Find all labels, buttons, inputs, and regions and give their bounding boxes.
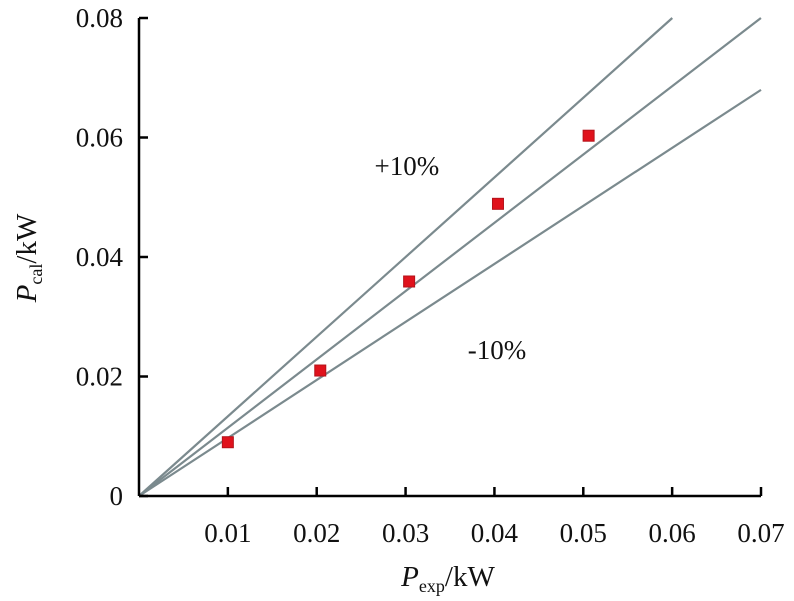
y-tick-label: 0	[110, 481, 124, 511]
y-tick-label: 0.06	[76, 123, 123, 153]
x-tick-label: 0.07	[737, 518, 784, 548]
y-tick-label: 0.08	[76, 3, 123, 33]
x-tick-label: 0.05	[560, 518, 607, 548]
x-tick-label: 0.03	[382, 518, 429, 548]
data-point	[221, 436, 234, 449]
annotations: +10% -10%	[374, 151, 526, 365]
reference-line-2	[138, 17, 762, 497]
data-point	[582, 129, 595, 142]
x-axis-title: Pexp/kW	[400, 561, 495, 596]
reference-lines	[138, 17, 762, 497]
x-axis-title-main: P	[400, 561, 419, 593]
y-ticks: 0 0.02 0.04 0.06 0.08	[76, 3, 148, 511]
x-tick-label: 0.04	[471, 518, 519, 548]
data-point	[491, 197, 504, 210]
y-tick-label: 0.04	[76, 242, 124, 272]
data-points	[221, 129, 595, 449]
data-point	[314, 364, 327, 377]
x-axis-title-sub: exp	[419, 576, 445, 596]
y-axis-title-sub: cal	[26, 264, 46, 285]
data-point	[403, 275, 416, 288]
reference-line-1	[138, 17, 674, 497]
y-axis-title-main: P	[11, 285, 43, 304]
reference-line-3	[138, 88, 762, 497]
x-tick-label: 0.01	[204, 518, 251, 548]
y-axis-title: Pcal/kW	[11, 213, 46, 303]
x-tick-label: 0.06	[649, 518, 696, 548]
y-axis-title-unit: /kW	[11, 213, 43, 264]
x-axis-title-unit: /kW	[445, 561, 496, 593]
x-tick-label: 0.02	[293, 518, 340, 548]
y-tick-label: 0.02	[76, 362, 123, 392]
x-ticks: 0.01 0.02 0.03 0.04 0.05 0.06 0.07	[204, 487, 785, 548]
band-annotation: -10%	[468, 335, 526, 365]
band-annotation: +10%	[374, 151, 439, 181]
